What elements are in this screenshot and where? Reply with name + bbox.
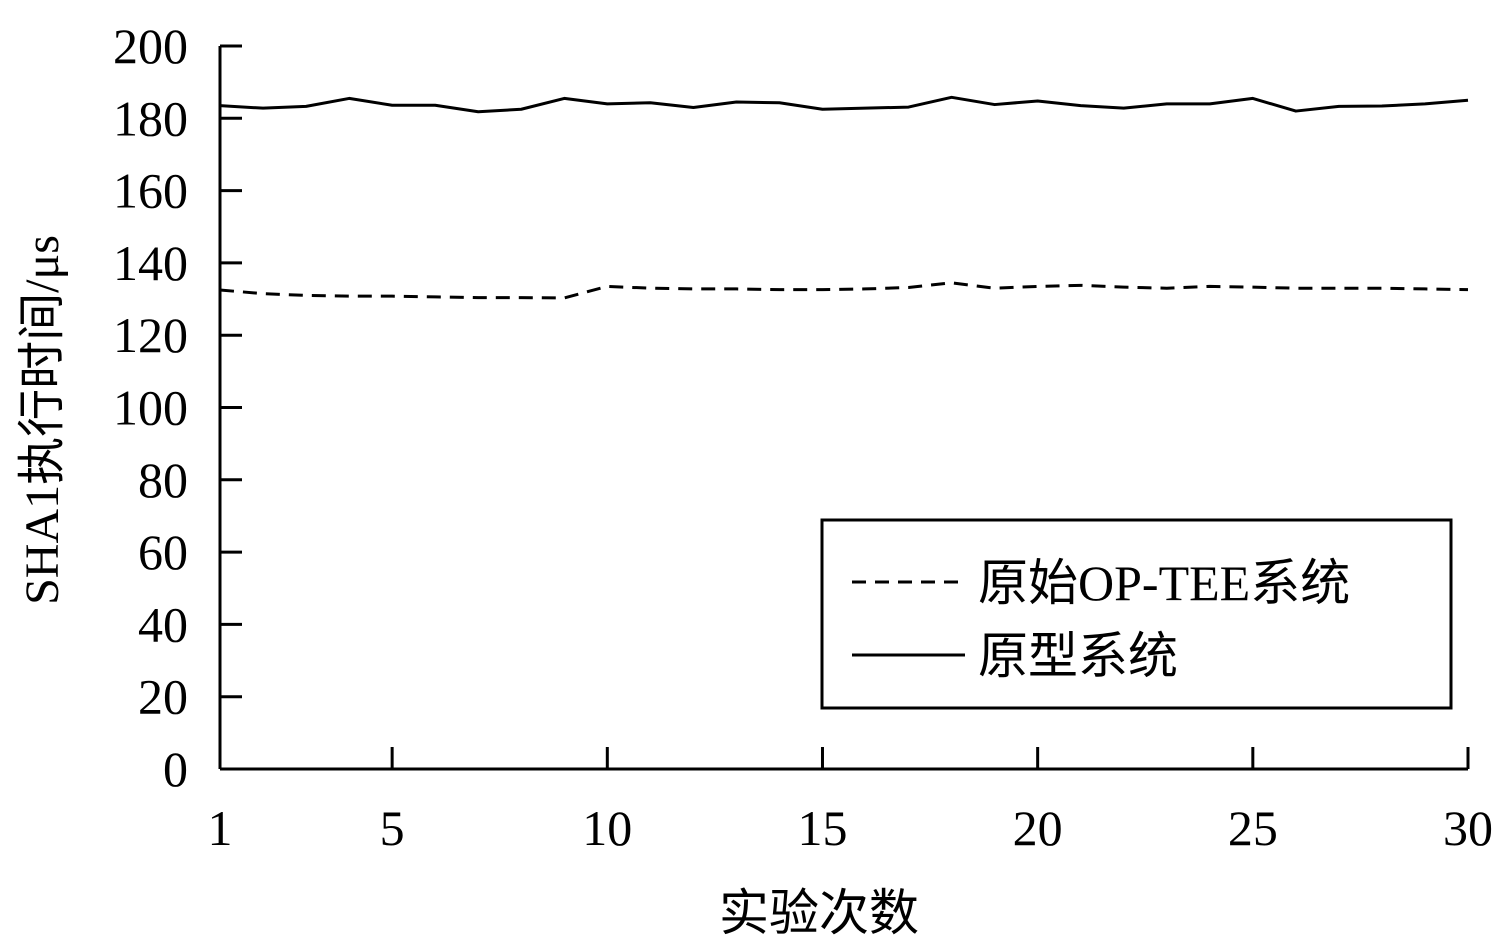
legend-label-prototype: 原型系统 (978, 628, 1178, 684)
y-tick-label: 160 (113, 163, 188, 219)
y-ticks: 0 20 40 60 80 100 120 140 160 180 200 (113, 18, 242, 797)
y-tick-label: 80 (138, 452, 188, 508)
legend-label-original-optee: 原始OP-TEE系统 (978, 555, 1350, 611)
y-tick-label: 0 (163, 741, 188, 797)
plot-area (219, 95, 1469, 300)
y-tick-label: 200 (113, 18, 188, 74)
y-tick-label: 20 (138, 669, 188, 725)
x-tick-label: 30 (1443, 800, 1493, 856)
x-tick-label: 5 (380, 800, 405, 856)
series-line-prototype (219, 95, 1469, 114)
x-ticks: 1 5 10 15 20 25 30 (208, 747, 1493, 856)
x-tick-label: 25 (1228, 800, 1278, 856)
legend-box (820, 518, 1453, 710)
x-tick-label: 15 (797, 800, 847, 856)
y-tick-label: 60 (138, 524, 188, 580)
y-tick-label: 100 (113, 380, 188, 436)
y-tick-label: 40 (138, 596, 188, 652)
series-line-original-optee (219, 281, 1469, 300)
y-tick-label: 140 (113, 235, 188, 291)
legend: 原始OP-TEE系统 原型系统 (820, 518, 1453, 710)
x-axis-label: 实验次数 (719, 885, 919, 941)
x-tick-label: 1 (208, 800, 233, 856)
y-tick-label: 120 (113, 307, 188, 363)
x-tick-label: 20 (1013, 800, 1063, 856)
y-axis-label: SHA1执行时间/μs (16, 235, 69, 605)
x-tick-label: 10 (582, 800, 632, 856)
y-tick-label: 180 (113, 90, 188, 146)
